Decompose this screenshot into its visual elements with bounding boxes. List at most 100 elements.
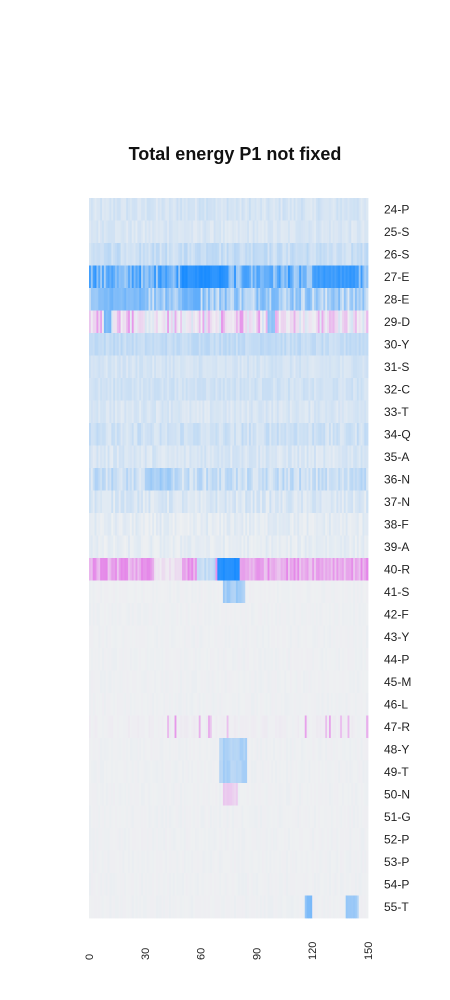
heatmap-cell xyxy=(90,558,94,581)
heatmap-cell xyxy=(362,648,365,671)
heatmap-cell xyxy=(293,580,296,604)
heatmap-cell xyxy=(239,738,242,761)
heatmap-cell xyxy=(102,288,105,311)
heatmap-cell xyxy=(315,400,319,424)
heatmap-cell xyxy=(230,333,233,356)
heatmap-cell xyxy=(154,625,157,649)
heatmap-cell xyxy=(230,288,233,311)
heatmap-cell xyxy=(195,558,198,581)
heatmap-cell xyxy=(364,333,367,356)
heatmap-cell xyxy=(195,535,198,559)
heatmap-cell xyxy=(167,670,170,694)
heatmap-cell xyxy=(265,400,268,424)
heatmap-cell xyxy=(102,558,105,581)
heatmap-cell xyxy=(245,760,248,784)
heatmap-cell xyxy=(275,580,278,604)
heatmap-cell xyxy=(170,805,174,829)
heatmap-cell xyxy=(332,850,335,874)
heatmap-cell xyxy=(226,580,229,604)
heatmap-cell xyxy=(170,535,174,559)
row-label: 28-E xyxy=(384,292,409,306)
heatmap-cell xyxy=(356,693,360,716)
heatmap-cell xyxy=(92,468,95,491)
heatmap-cell xyxy=(254,513,257,536)
heatmap-cell xyxy=(150,355,153,379)
heatmap-cell xyxy=(282,445,285,469)
heatmap-cell xyxy=(129,715,133,739)
heatmap-cell xyxy=(325,625,328,649)
heatmap-cell xyxy=(89,355,92,379)
heatmap-cell xyxy=(120,580,123,604)
heatmap-cell xyxy=(196,895,200,919)
heatmap-cell xyxy=(362,400,365,424)
heatmap-cell xyxy=(128,220,131,244)
heatmap-cell xyxy=(349,625,352,649)
heatmap-cell xyxy=(299,288,302,311)
heatmap-cell xyxy=(297,715,300,739)
heatmap-cell xyxy=(304,423,308,446)
heatmap-cell xyxy=(139,670,142,694)
heatmap-cell xyxy=(150,468,153,491)
heatmap-cell xyxy=(178,693,181,716)
heatmap-cell xyxy=(211,603,215,626)
heatmap-cell xyxy=(133,558,136,581)
heatmap-cell xyxy=(254,558,257,581)
heatmap-cell xyxy=(230,895,233,919)
heatmap-cell xyxy=(139,400,142,424)
heatmap-cell xyxy=(89,513,92,536)
heatmap-cell xyxy=(221,423,224,446)
heatmap-cell xyxy=(224,805,228,829)
heatmap-cell xyxy=(267,220,270,244)
heatmap-cell xyxy=(187,873,190,896)
heatmap-cell xyxy=(222,828,226,851)
heatmap-cell xyxy=(347,783,350,806)
heatmap-cell xyxy=(280,333,283,356)
heatmap-cell xyxy=(113,445,116,469)
heatmap-cell xyxy=(343,423,347,446)
heatmap-cell xyxy=(213,693,216,716)
heatmap-cell xyxy=(332,423,335,446)
heatmap-cell xyxy=(163,220,166,244)
heatmap-cell xyxy=(358,423,361,446)
heatmap-cell xyxy=(133,760,136,784)
heatmap-cell xyxy=(165,850,168,874)
heatmap-cell xyxy=(250,648,254,671)
heatmap-cell xyxy=(120,895,123,919)
heatmap-cell xyxy=(234,243,237,266)
heatmap-cell xyxy=(155,535,159,559)
heatmap-cell xyxy=(211,513,215,536)
heatmap-cell xyxy=(174,603,177,626)
heatmap-cell xyxy=(113,265,116,289)
heatmap-cell xyxy=(178,648,181,671)
heatmap-cell xyxy=(92,400,95,424)
heatmap-cell xyxy=(340,558,343,581)
heatmap-cell xyxy=(250,895,254,919)
heatmap-cell xyxy=(325,423,328,446)
heatmap-cell xyxy=(230,378,233,401)
heatmap-cell xyxy=(334,850,337,874)
heatmap-cell xyxy=(146,220,149,244)
heatmap-cell xyxy=(299,265,302,289)
heatmap-cell xyxy=(120,355,123,379)
heatmap-cell xyxy=(228,310,231,334)
heatmap-cell xyxy=(154,738,157,761)
heatmap-cell xyxy=(116,738,120,761)
heatmap-cell xyxy=(254,490,257,514)
heatmap-cell xyxy=(128,805,131,829)
heatmap-cell xyxy=(178,535,181,559)
heatmap-cell xyxy=(211,355,215,379)
heatmap-cell xyxy=(155,400,159,424)
heatmap-cell xyxy=(187,400,190,424)
heatmap-cell xyxy=(275,558,278,581)
heatmap-cell xyxy=(267,198,270,221)
heatmap-cell xyxy=(146,378,149,401)
heatmap-cell xyxy=(280,243,283,266)
heatmap-cell xyxy=(325,828,328,851)
heatmap-cell xyxy=(193,468,196,491)
heatmap-cell xyxy=(330,513,334,536)
heatmap-cell xyxy=(118,760,122,784)
heatmap-cell xyxy=(142,603,146,626)
heatmap-cell xyxy=(349,895,352,919)
heatmap-cell xyxy=(347,355,350,379)
heatmap-cell xyxy=(137,333,140,356)
